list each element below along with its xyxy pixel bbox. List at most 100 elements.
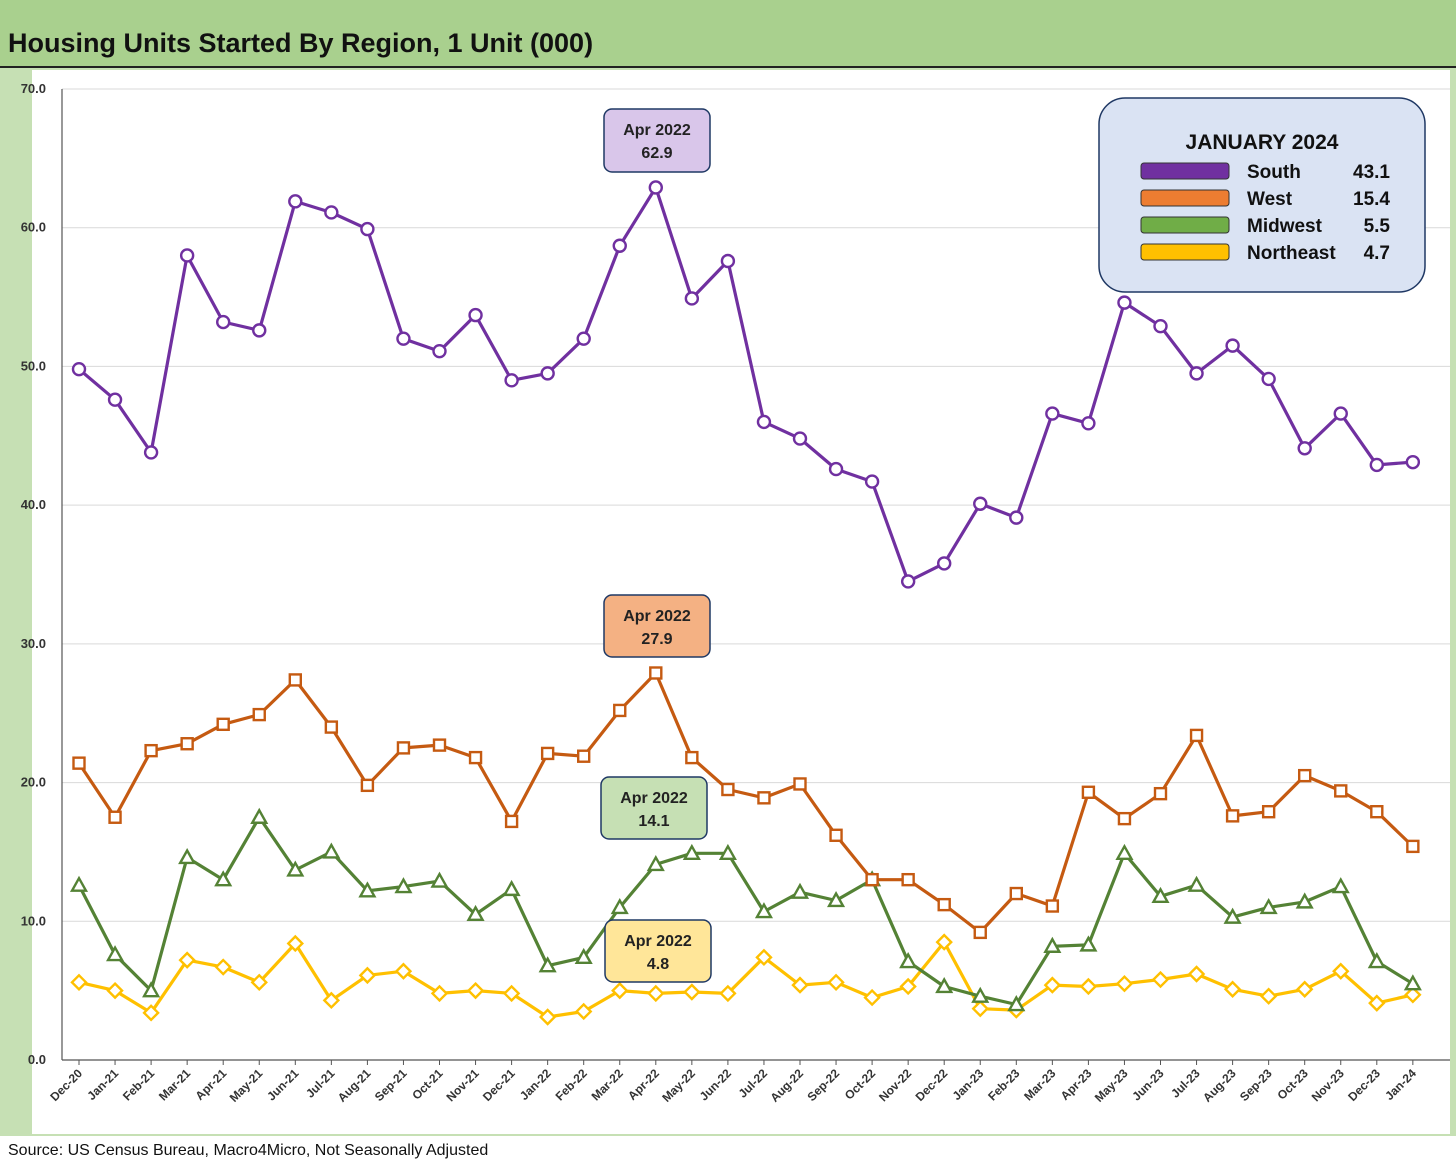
data-point-west <box>1406 839 1420 854</box>
legend-value-west: 15.4 <box>1353 189 1390 210</box>
callout-value: 27.9 <box>641 631 672 648</box>
data-point-west <box>504 814 519 829</box>
data-point-west <box>1297 768 1312 783</box>
data-point-south <box>1153 319 1168 334</box>
data-point-west <box>1261 805 1276 819</box>
data-point-northeast <box>971 999 989 1018</box>
data-point-west <box>793 777 807 791</box>
data-point-west <box>216 717 230 732</box>
data-point-west <box>577 749 591 763</box>
data-point-west <box>1081 785 1096 799</box>
data-point-midwest <box>1007 995 1026 1012</box>
data-point-northeast <box>214 958 232 976</box>
data-point-midwest <box>646 854 665 872</box>
legend-title: JANUARY 2024 <box>1186 131 1339 154</box>
data-point-south <box>143 445 159 460</box>
data-point-northeast <box>1043 976 1062 994</box>
data-point-midwest <box>935 977 954 994</box>
y-tick-label: 70.0 <box>21 81 46 96</box>
data-point-midwest <box>610 897 629 915</box>
data-point-west <box>324 720 339 734</box>
data-point-south <box>179 248 195 263</box>
legend-value-midwest: 5.5 <box>1364 216 1391 237</box>
callout-value: 4.8 <box>647 956 669 973</box>
data-point-west <box>360 778 375 793</box>
data-point-south <box>900 574 916 589</box>
data-point-south <box>215 314 231 330</box>
legend-swatch-south <box>1140 162 1230 180</box>
data-point-west <box>865 872 879 887</box>
data-point-south <box>1225 338 1240 353</box>
data-point-west <box>901 872 915 887</box>
data-point-northeast <box>106 981 124 1000</box>
data-point-midwest <box>1259 897 1278 915</box>
data-point-midwest <box>142 981 161 998</box>
chart-title: Housing Units Started By Region, 1 Unit … <box>8 28 594 58</box>
data-point-west <box>685 750 699 765</box>
data-point-south <box>540 366 555 381</box>
data-point-midwest <box>178 848 197 865</box>
data-point-south <box>1009 510 1024 525</box>
data-point-northeast <box>70 973 88 992</box>
data-point-midwest <box>1043 936 1062 953</box>
data-point-midwest <box>466 904 485 922</box>
data-point-south <box>71 362 87 377</box>
data-point-south <box>612 238 627 253</box>
callout-northeast: Apr 2022 4.8 <box>604 919 712 983</box>
data-point-west <box>937 897 951 912</box>
data-point-midwest <box>106 945 125 962</box>
data-point-northeast <box>719 984 737 1003</box>
data-point-midwest <box>1115 843 1134 861</box>
data-point-northeast <box>899 977 917 996</box>
data-point-midwest <box>1331 877 1350 894</box>
data-point-midwest <box>1367 952 1386 969</box>
data-point-west <box>1334 784 1348 798</box>
data-point-midwest <box>430 871 449 888</box>
data-point-west <box>649 666 663 680</box>
data-point-west <box>432 738 447 752</box>
data-point-south <box>937 556 952 571</box>
data-point-northeast <box>142 1004 160 1022</box>
data-point-south <box>1297 441 1312 456</box>
legend-value-northeast: 4.7 <box>1364 243 1390 264</box>
data-point-south <box>1045 406 1060 421</box>
data-point-midwest <box>214 870 233 887</box>
data-point-south <box>324 205 339 220</box>
data-point-northeast <box>1368 994 1386 1012</box>
data-point-west <box>973 925 987 940</box>
data-point-west <box>108 810 122 824</box>
data-point-northeast <box>1332 962 1350 980</box>
data-point-northeast <box>1296 980 1314 998</box>
data-point-west <box>180 737 194 751</box>
data-point-northeast <box>286 934 304 953</box>
data-point-south <box>756 414 772 430</box>
data-point-northeast <box>178 951 196 969</box>
data-point-west <box>288 673 302 687</box>
data-point-south <box>468 307 483 323</box>
callout-date: Apr 2022 <box>623 122 691 139</box>
callout-box <box>603 594 711 658</box>
data-point-midwest <box>1079 935 1098 952</box>
data-point-west <box>829 828 843 842</box>
data-point-midwest <box>394 877 413 894</box>
data-point-south <box>1369 457 1385 473</box>
callout-box <box>600 776 708 840</box>
data-point-south <box>792 431 808 446</box>
data-point-midwest <box>502 879 521 897</box>
y-tick-label: 10.0 <box>21 913 46 928</box>
data-point-south <box>396 331 411 346</box>
callout-date: Apr 2022 <box>624 933 692 950</box>
data-point-midwest <box>754 902 773 919</box>
data-point-northeast <box>502 984 521 1003</box>
callout-south: Apr 2022 62.9 <box>603 108 711 173</box>
data-point-northeast <box>394 962 413 980</box>
data-point-west <box>613 703 627 718</box>
data-point-south <box>432 343 447 359</box>
data-point-west <box>252 707 266 722</box>
data-point-northeast <box>1115 975 1134 993</box>
data-point-midwest <box>250 807 269 824</box>
data-point-south <box>1081 416 1096 431</box>
data-point-northeast <box>863 988 881 1007</box>
